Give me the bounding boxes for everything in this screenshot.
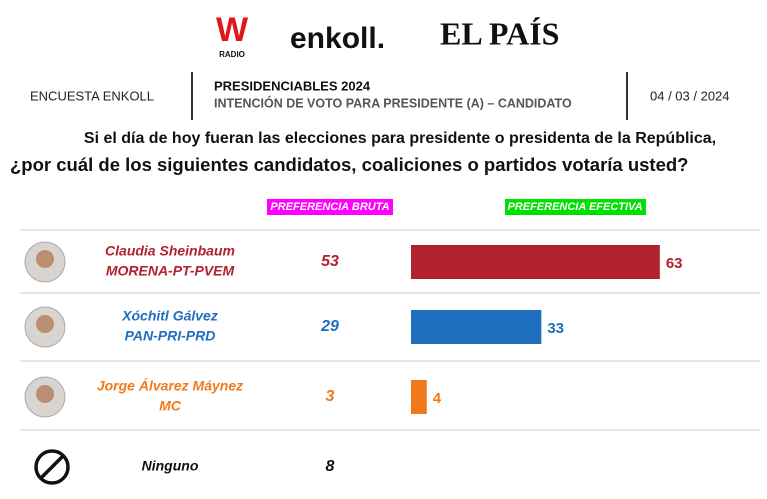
question-line: ¿por cuál de los siguientes candidatos, …: [10, 154, 688, 175]
candidate-name: Jorge Álvarez Máynez: [97, 378, 243, 394]
photo-head: [36, 315, 54, 333]
column-header: PREFERENCIA BRUTA: [270, 201, 389, 213]
brand-w: W: [216, 11, 249, 49]
candidate-party: MORENA-PT-PVEM: [106, 263, 235, 279]
bruta-value: 53: [321, 253, 339, 270]
candidate-party: PAN-PRI-PRD: [125, 328, 216, 344]
subtitle: INTENCIÓN DE VOTO PARA PRESIDENTE (A) – …: [214, 95, 572, 110]
brand-w-sub: RADIO: [219, 50, 245, 59]
candidate-party: MC: [159, 398, 182, 414]
title: PRESIDENCIABLES 2024: [214, 78, 371, 93]
bruta-value: 8: [326, 458, 335, 475]
photo-head: [36, 250, 54, 268]
brand-enkoll: enkoll.: [290, 22, 385, 55]
bruta-value: 29: [320, 318, 339, 335]
date: 04 / 03 / 2024: [650, 88, 730, 103]
brand-elpais: EL PAÍS: [440, 15, 559, 51]
question-line: Si el día de hoy fueran las elecciones p…: [84, 130, 716, 147]
efectiva-value: 63: [666, 255, 683, 272]
efectiva-value: 4: [433, 390, 442, 407]
candidate-name: Claudia Sheinbaum: [105, 243, 235, 259]
column-header: PREFERENCIA EFECTIVA: [507, 201, 642, 213]
candidate-name: Xóchitl Gálvez: [121, 308, 218, 324]
photo-head: [36, 385, 54, 403]
bar: [411, 310, 541, 344]
survey: ENCUESTA ENKOLL: [30, 88, 154, 103]
efectiva-value: 33: [547, 320, 564, 337]
bar: [411, 245, 660, 279]
bar: [411, 380, 427, 414]
bruta-value: 3: [326, 388, 335, 405]
infographic: W RADIO enkoll. EL PAÍS ENCUESTA ENKOLL …: [0, 0, 767, 499]
candidate-name: Ninguno: [142, 458, 199, 474]
